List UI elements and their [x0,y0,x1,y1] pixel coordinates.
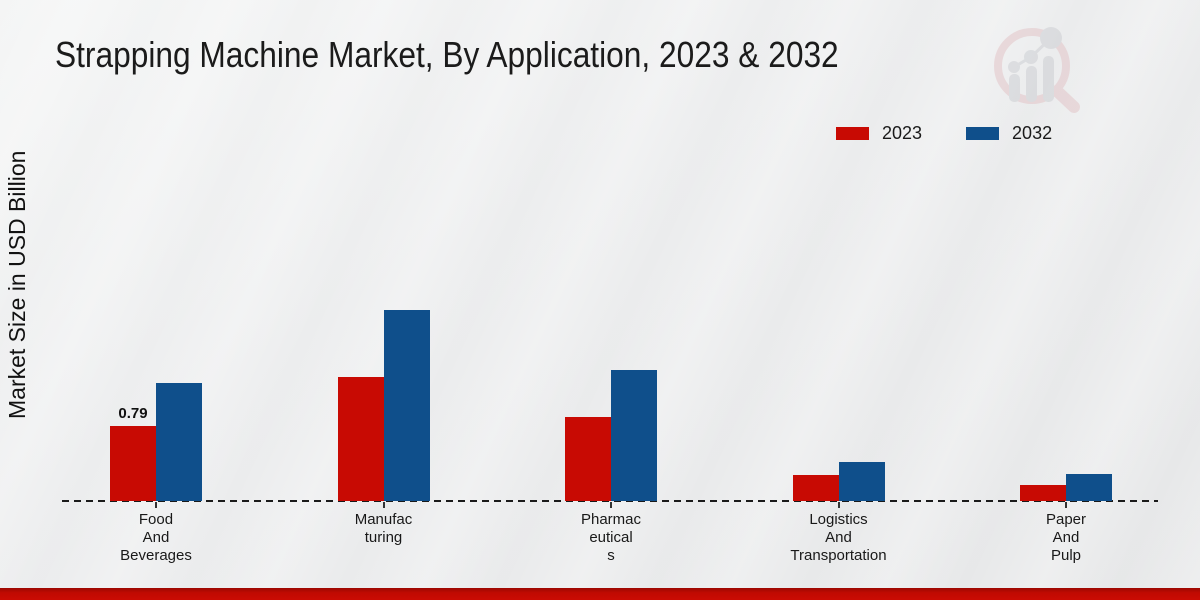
x-axis-tick [837,502,840,508]
bar-2032-food-and-beverages [156,383,202,501]
x-axis-category-label-logistics-and-transportation: Logistics And Transportation [790,511,887,564]
legend-swatch-2023 [836,127,869,140]
bar-value-label: 0.79 [118,405,148,422]
x-axis-category-label-manufacturing: Manufac turing [354,511,413,546]
legend-label-2032: 2032 [1012,123,1053,143]
legend-item-2023[interactable]: 2023 [836,123,922,144]
x-axis-tick [382,502,385,508]
footer-accent-bar [0,588,1200,600]
x-axis-category-label-pharmaceuticals: Pharmac eutical s [580,511,642,564]
bar-2023-pharmaceuticals [565,417,611,501]
magnifier-handle-icon [1051,85,1080,113]
bar-2032-paper-and-pulp [1066,474,1112,501]
x-axis-category-label-paper-and-pulp: Paper And Pulp [1045,511,1087,564]
chart-title: Strapping Machine Market, By Application… [55,34,839,75]
magnifier-ring-icon [994,28,1070,104]
bar-chart-icon [1008,27,1062,102]
x-axis-tick [1065,502,1067,508]
logo-watermark [994,27,1080,113]
bar-2032-pharmaceuticals [611,370,657,501]
legend: 2023 2032 [836,123,1052,144]
bar-2023-logistics-and-transportation [792,475,839,501]
legend-label-2023: 2023 [882,123,923,143]
x-axis-baseline [62,500,1158,502]
bar-2032-logistics-and-transportation [838,462,885,501]
trend-line-icon [1013,36,1053,69]
bar-2023-paper-and-pulp [1020,485,1066,501]
x-axis-tick [610,502,612,508]
x-axis-tick [155,502,157,508]
legend-swatch-2032 [966,127,1000,140]
bar-2023-food-and-beverages [110,426,156,501]
legend-item-2032[interactable]: 2032 [966,123,1052,144]
bar-2023-manufacturing [337,377,384,501]
x-axis-category-label-food-and-beverages: Food And Beverages [120,511,192,564]
bar-2032-manufacturing [383,310,430,501]
